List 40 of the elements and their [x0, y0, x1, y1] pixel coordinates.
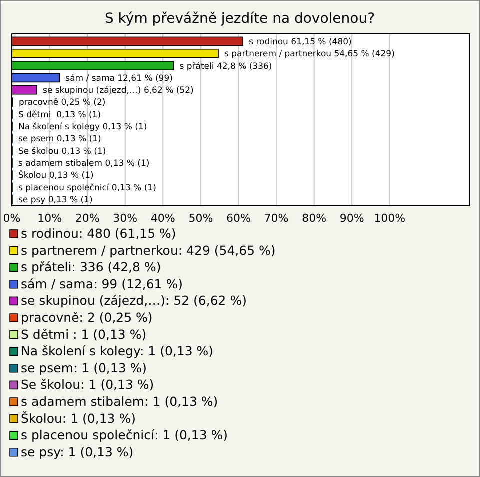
x-tick-label: 40% [150, 212, 176, 225]
text: Na školení s kolegy: 1 (0,13 %) [21, 344, 214, 359]
x-tick-label: 100% [374, 212, 406, 225]
text: s partnerem / partnerkou: 429 (54,65 %) [21, 242, 276, 258]
data-label: sám / sama 12,61 % (99) [66, 74, 173, 84]
data-label: Se školou 0,13 % (1) [18, 146, 106, 157]
x-tick-label: 10% [38, 212, 62, 225]
data-label: se skupinou (zájezd,…) 6,62 % (52) [43, 86, 194, 96]
data-label: se psem 0,13 % (1) [18, 134, 102, 145]
x-tick-label: 90% [340, 212, 364, 225]
text: S dětmi : 1 (0,13 %) [21, 326, 147, 342]
data-label: Školou 0,13 % (1) [18, 170, 94, 182]
data-label: s přáteli 42,8 % (336) [180, 62, 272, 72]
x-tick-label: 50% [188, 212, 214, 225]
chart-title: S kým převážně jezdíte na dovolenou? [104, 11, 376, 27]
x-tick-label: 70% [264, 212, 289, 225]
data-label: s placenou společnicí 0,13 % (1) [18, 183, 156, 194]
text: s rodinou: 480 (61,15 %) [21, 226, 176, 241]
text: se psy: 1 (0,13 %) [21, 444, 134, 460]
data-label: s rodinou 61,15 % (480) [249, 37, 352, 48]
data-label: pracovně 0,25 % (2) [18, 98, 106, 108]
text: se psem: 1 (0,13 %) [21, 360, 148, 376]
text: s adamem stibalem: 1 (0,13 %) [21, 394, 218, 409]
text: Se školou: 1 (0,13 %) [21, 377, 154, 392]
x-tick-label: 20% [75, 212, 100, 225]
x-tick-label: 80% [302, 212, 327, 225]
x-tick-label: 60% [226, 212, 251, 225]
text: s přáteli: 336 (42,8 %) [21, 260, 162, 275]
text: Školou: 1 (0,13 %) [21, 410, 136, 426]
data-label: Na školení s kolegy 0,13 % (1) [18, 122, 148, 133]
text: sám / sama: 99 (12,61 %) [21, 276, 183, 292]
data-label: s adamem stibalem 0,13 % (1) [18, 159, 150, 170]
text: se skupinou (zájezd,…): 52 (6,62 %) [21, 293, 247, 308]
data-label: S dětmi 0,13 % (1) [18, 110, 102, 120]
x-tick-label: 30% [113, 212, 138, 225]
x-tick-label: 0% [3, 212, 21, 225]
data-label: s partnerem / partnerkou 54,65 % (429) [224, 50, 395, 60]
text: s placenou společnicí: 1 (0,13 %) [21, 428, 228, 443]
data-label: se psy 0,13 % (1) [18, 196, 93, 206]
text: pracovně: 2 (0,25 %) [21, 310, 153, 325]
